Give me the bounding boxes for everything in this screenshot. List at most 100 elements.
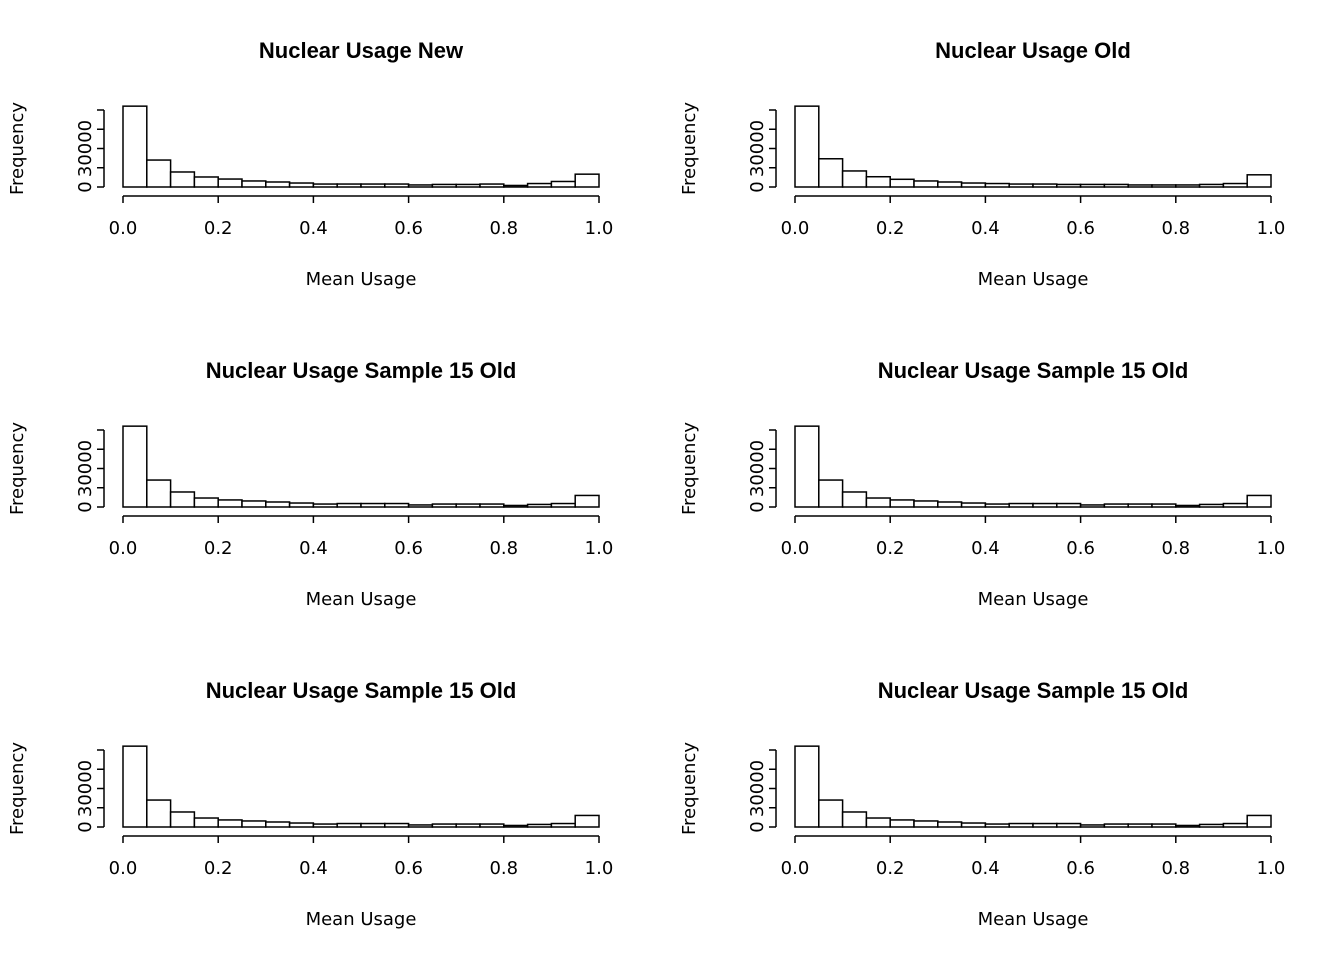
bar [984, 503, 1010, 508]
bar [841, 170, 868, 188]
bar [889, 499, 915, 508]
bar [1056, 822, 1082, 828]
panel-title: Nuclear Usage New [259, 38, 464, 63]
bar [407, 824, 434, 828]
bar [574, 173, 600, 188]
bar [841, 491, 868, 508]
bar [455, 503, 481, 508]
bar [384, 822, 410, 828]
bar [960, 822, 987, 828]
x-axis-label: Mean Usage [978, 589, 1089, 610]
bar [217, 819, 243, 828]
bar [1079, 824, 1106, 828]
bar [818, 799, 844, 828]
bar [1222, 822, 1248, 828]
bar [503, 504, 529, 508]
x-tick-label: 0.4 [299, 538, 328, 559]
x-tick-label: 0.8 [489, 538, 518, 559]
y-axis-label: Frequency [7, 102, 28, 195]
x-tick-label: 0.6 [394, 538, 423, 559]
x-tick-label: 0.6 [1066, 218, 1095, 239]
x-tick-label: 0.4 [971, 538, 1000, 559]
bar [336, 183, 362, 188]
bar [1222, 182, 1248, 188]
bar [1151, 823, 1177, 828]
y-axis-label: Frequency [7, 742, 28, 835]
bar [431, 183, 457, 188]
bar [1198, 503, 1225, 508]
bar [526, 503, 553, 508]
x-tick-label: 1.0 [1257, 538, 1286, 559]
bar [984, 823, 1010, 828]
bar [479, 183, 505, 188]
y-tick-label: 30000 [747, 440, 768, 497]
bar [193, 497, 219, 508]
bar [1103, 183, 1129, 188]
bar [384, 502, 410, 508]
bar [1079, 183, 1106, 188]
bar [479, 823, 505, 828]
y-tick-label: 30000 [75, 760, 96, 817]
bar [1175, 824, 1201, 828]
y-axis-label: Frequency [679, 742, 700, 835]
bar [503, 184, 529, 188]
bar [407, 504, 434, 508]
bar [889, 178, 915, 188]
x-tick-label: 0.0 [109, 858, 138, 879]
bar [1032, 502, 1058, 508]
bar [360, 822, 386, 828]
bar [865, 175, 891, 188]
bar [312, 503, 338, 508]
bar [1103, 823, 1129, 828]
bar [288, 502, 315, 508]
bar [241, 180, 267, 188]
bar [1127, 184, 1153, 188]
y-tick-label: 0 [747, 821, 768, 832]
bar [265, 501, 291, 508]
bar [574, 814, 600, 828]
panel: Nuclear Usage New Mean Usage Frequency 0.0 0… [7, 38, 613, 290]
bar [937, 501, 963, 508]
x-axis-label: Mean Usage [978, 269, 1089, 290]
bar [1056, 502, 1082, 508]
bar [526, 823, 553, 828]
bar [407, 184, 434, 188]
bar [841, 811, 868, 828]
bar [1032, 183, 1058, 188]
bar [937, 181, 963, 188]
bar [889, 819, 915, 828]
bar [193, 817, 219, 828]
bar [1246, 494, 1272, 508]
x-axis-label: Mean Usage [306, 589, 417, 610]
x-axis-label: Mean Usage [306, 909, 417, 930]
bar [1246, 814, 1272, 828]
bar [241, 500, 267, 508]
bar [550, 502, 576, 508]
bar [818, 479, 844, 508]
x-tick-label: 0.8 [489, 858, 518, 879]
bar [336, 502, 362, 508]
bar [794, 745, 820, 828]
y-tick-label: 30000 [75, 120, 96, 177]
bar [360, 183, 386, 188]
bar [865, 817, 891, 828]
bar [288, 822, 315, 828]
bar [550, 822, 576, 828]
bar [455, 183, 481, 188]
bar [913, 180, 939, 188]
bar [336, 822, 362, 828]
x-tick-label: 0.6 [1066, 858, 1095, 879]
bar [1222, 502, 1248, 508]
bar [1008, 502, 1034, 508]
panel-title: Nuclear Usage Sample 15 Old [206, 358, 517, 383]
panel-title: Nuclear Usage Sample 15 Old [878, 358, 1189, 383]
x-tick-label: 0.0 [781, 218, 810, 239]
x-tick-label: 0.6 [1066, 538, 1095, 559]
x-tick-label: 1.0 [585, 538, 614, 559]
x-tick-label: 0.6 [394, 218, 423, 239]
y-tick-label: 30000 [747, 120, 768, 177]
bar [455, 823, 481, 828]
bar [360, 502, 386, 508]
bar [984, 182, 1010, 188]
